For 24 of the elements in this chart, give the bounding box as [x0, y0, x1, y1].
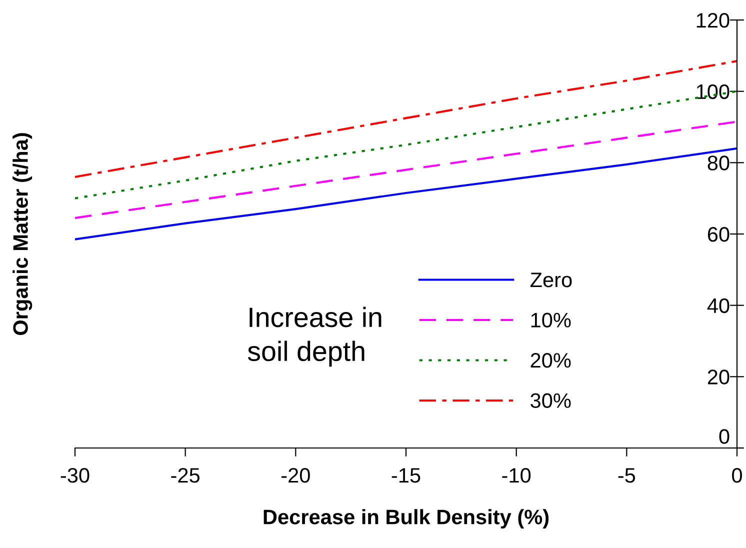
x-tick-label: -5	[618, 468, 636, 483]
legend-label: 10%	[531, 312, 571, 328]
x-tick-label: -30	[60, 468, 90, 483]
x-axis-title: Decrease in Bulk Density (%)	[264, 509, 549, 529]
y-tick-label: 120	[696, 13, 730, 28]
x-tick-label: 0	[732, 468, 742, 483]
y-tick-label: 0	[719, 429, 730, 444]
y-tick-label: 80	[708, 156, 730, 170]
line-series	[75, 120, 737, 219]
y-tick-label: 40	[707, 298, 730, 314]
x-tick-label: -20	[282, 468, 310, 483]
legend-label: 20%	[530, 353, 571, 368]
legend-label: 30%	[530, 393, 571, 408]
y-tick-label: 60	[708, 227, 730, 242]
legend-label: Zero	[530, 272, 572, 288]
x-tick-label: -10	[502, 468, 531, 483]
y-axis-title: Organic Matter (t/ha)	[12, 133, 32, 335]
x-tick-label: -15	[392, 468, 420, 483]
y-tick-label: 20	[708, 370, 730, 384]
line-series	[75, 147, 737, 240]
x-tick-label: -25	[171, 468, 200, 483]
y-tick-label: 100	[696, 84, 730, 100]
line-series	[75, 60, 737, 178]
legend-title: Increase in soil depth	[248, 306, 382, 367]
